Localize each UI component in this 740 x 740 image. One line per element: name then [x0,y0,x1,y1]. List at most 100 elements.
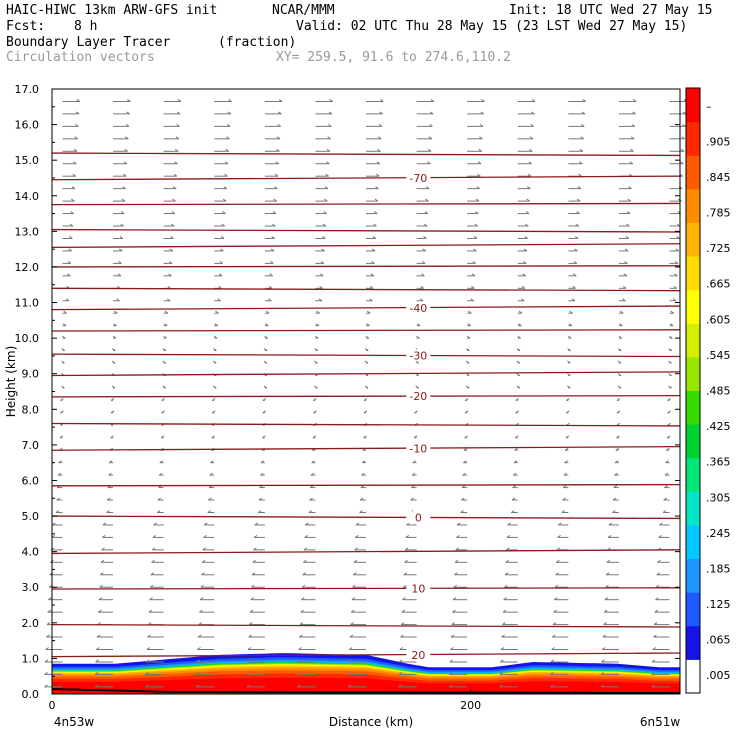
vector-arrow [517,148,533,152]
vector-arrow [557,534,569,538]
vector-arrow [264,136,281,140]
vector-head [151,547,156,551]
vector-head [110,397,115,401]
vector-arrow [614,472,619,476]
org-label: NCAR/MMM [272,3,335,18]
vector-head [226,123,231,127]
isotherm-contours: 20 10 0 -10 -20 -30 -40 -70 [51,152,681,662]
vector-head [217,298,222,302]
vector-arrow [653,622,670,626]
vector-arrow [412,460,417,464]
vector-arrow [618,310,624,314]
vector-head [195,684,200,688]
vector-head [72,173,76,177]
vector-head [607,534,612,538]
vector-head [253,534,258,538]
vector-head [260,460,265,464]
colorbar-label: .845 [706,171,731,184]
vector-arrow [264,323,269,327]
isotherm-line [51,353,681,358]
vector-head [67,273,71,277]
vector-head [197,647,201,650]
vector-head [169,248,174,252]
vector-head [516,348,521,351]
vector-head [477,173,481,177]
vector-head [44,684,48,688]
vector-arrow [264,285,273,289]
vector-arrow [499,684,518,688]
vector-head [170,223,175,227]
vector-arrow [149,597,164,601]
vector-arrow [359,510,366,513]
vector-head [297,659,302,663]
vector-head [582,99,586,102]
vector-arrow [163,99,182,102]
vector-head [566,410,570,414]
isotherm-line [51,483,681,487]
vector-head [415,360,419,364]
vector-head [118,260,122,264]
vector-head [579,148,584,152]
vector-head [429,123,433,127]
vector-head [421,260,426,264]
vector-head [199,597,204,601]
vector-head [125,123,130,127]
cross-section-endpoints: XY= 259.5, 91.6 to 274.6,110.2 [276,50,511,65]
vector-arrow [214,111,232,115]
vector-head [61,385,65,389]
vector-head [351,597,356,601]
vector-head [316,310,320,314]
vector-head [348,647,353,650]
vector-head [56,497,60,501]
vector-arrow [197,634,215,638]
vector-arrow [264,111,282,115]
vector-arrow [450,647,468,651]
vector-arrow [163,323,168,327]
vector-arrow [249,609,265,613]
vector-head [626,211,631,214]
vector-head [127,99,131,102]
vector-head [62,323,67,327]
vector-arrow [465,360,470,364]
vector-arrow [366,248,376,252]
vector-arrow [246,684,265,688]
vector-arrow [517,310,523,314]
vector-arrow [106,497,114,501]
vector-arrow [564,447,569,451]
vector-arrow [651,684,670,688]
vector-head [276,136,281,140]
vector-arrow [214,248,224,252]
vector-arrow [102,522,114,526]
vector-arrow [55,510,63,513]
vector-arrow [568,310,573,314]
vector-head [605,584,609,588]
vector-head [47,609,51,613]
vector-arrow [352,572,366,576]
vector-arrow [516,373,521,376]
vector-head [221,223,226,227]
vector-head [514,435,519,439]
vector-arrow [315,111,333,115]
vector-arrow [253,547,265,551]
vector-arrow [618,298,626,302]
vector-arrow [50,547,63,551]
colorbar-label: .665 [706,278,731,291]
vector-head [263,348,268,351]
vector-head [568,323,573,327]
vector-head [627,198,632,202]
vector-arrow [62,111,80,115]
vector-arrow [416,136,433,140]
colorbar-swatch [686,491,700,526]
vector-arrow [416,335,420,339]
vector-head [211,435,216,439]
vector-head [567,348,571,351]
vector-arrow [161,397,165,401]
vector-arrow [214,236,225,239]
init-time: Init: 18 UTC Wed 27 May 15 [509,3,713,18]
vector-head [347,684,352,688]
y-tick-label: 11.0 [15,297,40,310]
isotherm-label: 10 [411,582,425,595]
vector-arrow [406,522,417,526]
vector-head [664,485,668,489]
vector-arrow [214,173,228,177]
